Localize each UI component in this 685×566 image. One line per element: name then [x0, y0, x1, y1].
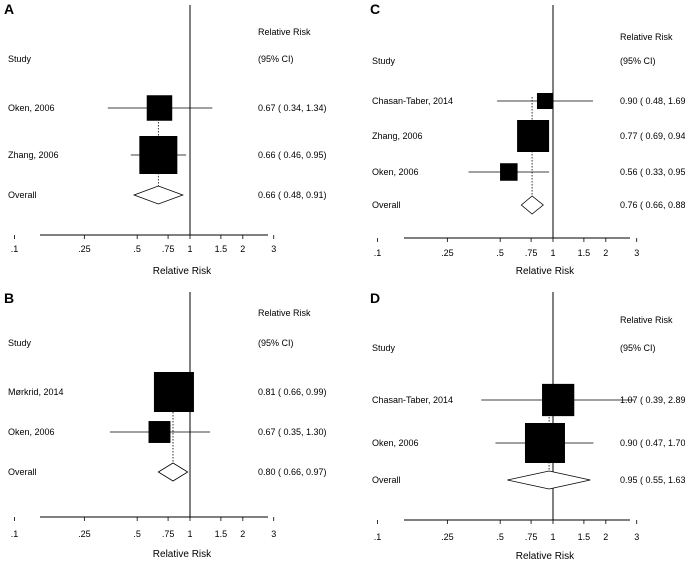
x-tick-label: 1 — [187, 244, 192, 254]
study-rr-ci-label: 1.07 ( 0.39, 2.89) — [620, 395, 685, 405]
x-tick-label: 2 — [240, 529, 245, 539]
panel-label: B — [4, 290, 14, 306]
overall-label: Overall — [8, 467, 37, 477]
x-tick-label: .5 — [496, 532, 504, 542]
panel-label: D — [370, 290, 380, 306]
x-tick-label: 1 — [550, 248, 555, 258]
overall-diamond — [157, 462, 189, 482]
study-name: Zhang, 2006 — [372, 131, 423, 141]
header-study: Study — [8, 338, 32, 348]
panel-label: C — [370, 1, 380, 17]
study-rr-ci-label: 0.67 ( 0.35, 1.30) — [258, 427, 327, 437]
x-tick-label: .75 — [162, 529, 175, 539]
overall-label: Overall — [372, 475, 401, 485]
study-estimate-box — [542, 383, 575, 417]
panel-label: A — [4, 1, 14, 17]
x-tick-label: 3 — [271, 244, 276, 254]
header-relative-risk: Relative Risk — [258, 27, 311, 37]
overall-diamond — [520, 195, 544, 215]
study-estimate-box — [139, 136, 178, 174]
study-name: Chasan-Taber, 2014 — [372, 96, 453, 106]
study-estimate-box — [536, 93, 553, 109]
x-tick-label: .25 — [441, 248, 454, 258]
study-rr-ci-label: 0.81 ( 0.66, 0.99) — [258, 387, 327, 397]
x-tick-label: .75 — [162, 244, 175, 254]
x-tick-label: 2 — [603, 248, 608, 258]
header-study: Study — [8, 54, 32, 64]
header-95-ci: (95% CI) — [620, 56, 656, 66]
x-tick-label: .1 — [11, 529, 19, 539]
x-tick-label: .75 — [525, 532, 538, 542]
study-rr-ci-label: 0.66 ( 0.46, 0.95) — [258, 150, 327, 160]
x-tick-label: 3 — [634, 248, 639, 258]
header-95-ci: (95% CI) — [258, 54, 294, 64]
x-tick-label: .25 — [78, 529, 91, 539]
x-tick-label: .25 — [441, 532, 454, 542]
study-rr-ci-label: 0.90 ( 0.48, 1.69) — [620, 96, 685, 106]
x-axis-title: Relative Risk — [153, 266, 212, 277]
study-estimate-box — [524, 423, 565, 463]
header-study: Study — [372, 343, 396, 353]
study-name: Mørkrid, 2014 — [8, 387, 64, 397]
study-estimate-box — [146, 95, 173, 121]
x-tick-label: .1 — [11, 244, 19, 254]
study-rr-ci-label: 0.77 ( 0.69, 0.94) — [620, 131, 685, 141]
study-name: Oken, 2006 — [8, 427, 55, 437]
overall-diamond — [132, 185, 184, 205]
x-tick-label: .75 — [525, 248, 538, 258]
x-tick-label: 1.5 — [215, 244, 228, 254]
overall-rr-ci-label: 0.80 ( 0.66, 0.97) — [258, 467, 327, 477]
study-estimate-box — [500, 163, 518, 181]
overall-rr-ci-label: 0.66 ( 0.48, 0.91) — [258, 190, 327, 200]
study-estimate-box — [153, 372, 194, 412]
forest-panel-a: A Relative Risk Study (95% CI) Oken, 2006 0.6… — [4, 1, 327, 277]
x-tick-label: .5 — [133, 244, 141, 254]
x-tick-label: .25 — [78, 244, 91, 254]
header-relative-risk: Relative Risk — [258, 308, 311, 318]
forest-panel-d: D Relative Risk Study (95% CI) Chasan-Taber,… — [370, 290, 685, 562]
x-tick-label: 1 — [550, 532, 555, 542]
x-axis-title: Relative Risk — [516, 551, 575, 562]
header-study: Study — [372, 56, 396, 66]
forest-panel-c: C Relative Risk Study (95% CI) Chasan-Taber,… — [370, 1, 685, 277]
x-tick-label: 2 — [240, 244, 245, 254]
study-rr-ci-label: 0.90 ( 0.47, 1.70) — [620, 438, 685, 448]
x-tick-label: 1.5 — [578, 248, 591, 258]
study-name: Oken, 2006 — [8, 103, 55, 113]
x-tick-label: 1 — [187, 529, 192, 539]
study-name: Oken, 2006 — [372, 438, 419, 448]
x-tick-label: .1 — [374, 532, 382, 542]
study-estimate-box — [517, 120, 550, 152]
x-axis-title: Relative Risk — [153, 549, 212, 560]
x-tick-label: .5 — [133, 529, 141, 539]
overall-rr-ci-label: 0.76 ( 0.66, 0.88) — [620, 200, 685, 210]
x-tick-label: 3 — [634, 532, 639, 542]
overall-rr-ci-label: 0.95 ( 0.55, 1.63) — [620, 475, 685, 485]
x-tick-label: .1 — [374, 248, 382, 258]
study-estimate-box — [148, 421, 171, 443]
header-relative-risk: Relative Risk — [620, 32, 673, 42]
study-rr-ci-label: 0.67 ( 0.34, 1.34) — [258, 103, 327, 113]
x-tick-label: 2 — [603, 532, 608, 542]
header-95-ci: (95% CI) — [620, 343, 656, 353]
x-tick-label: 3 — [271, 529, 276, 539]
overall-label: Overall — [8, 190, 37, 200]
study-name: Zhang, 2006 — [8, 150, 59, 160]
study-name: Chasan-Taber, 2014 — [372, 395, 453, 405]
x-tick-label: 1.5 — [215, 529, 228, 539]
study-name: Oken, 2006 — [372, 167, 419, 177]
x-tick-label: 1.5 — [578, 532, 591, 542]
forest-panel-b: B Relative Risk Study (95% CI) Mørkrid, 2014… — [4, 290, 327, 560]
overall-label: Overall — [372, 200, 401, 210]
x-tick-label: .5 — [496, 248, 504, 258]
overall-diamond — [507, 470, 591, 490]
header-relative-risk: Relative Risk — [620, 315, 673, 325]
header-95-ci: (95% CI) — [258, 338, 294, 348]
study-rr-ci-label: 0.56 ( 0.33, 0.95) — [620, 167, 685, 177]
x-axis-title: Relative Risk — [516, 266, 575, 277]
